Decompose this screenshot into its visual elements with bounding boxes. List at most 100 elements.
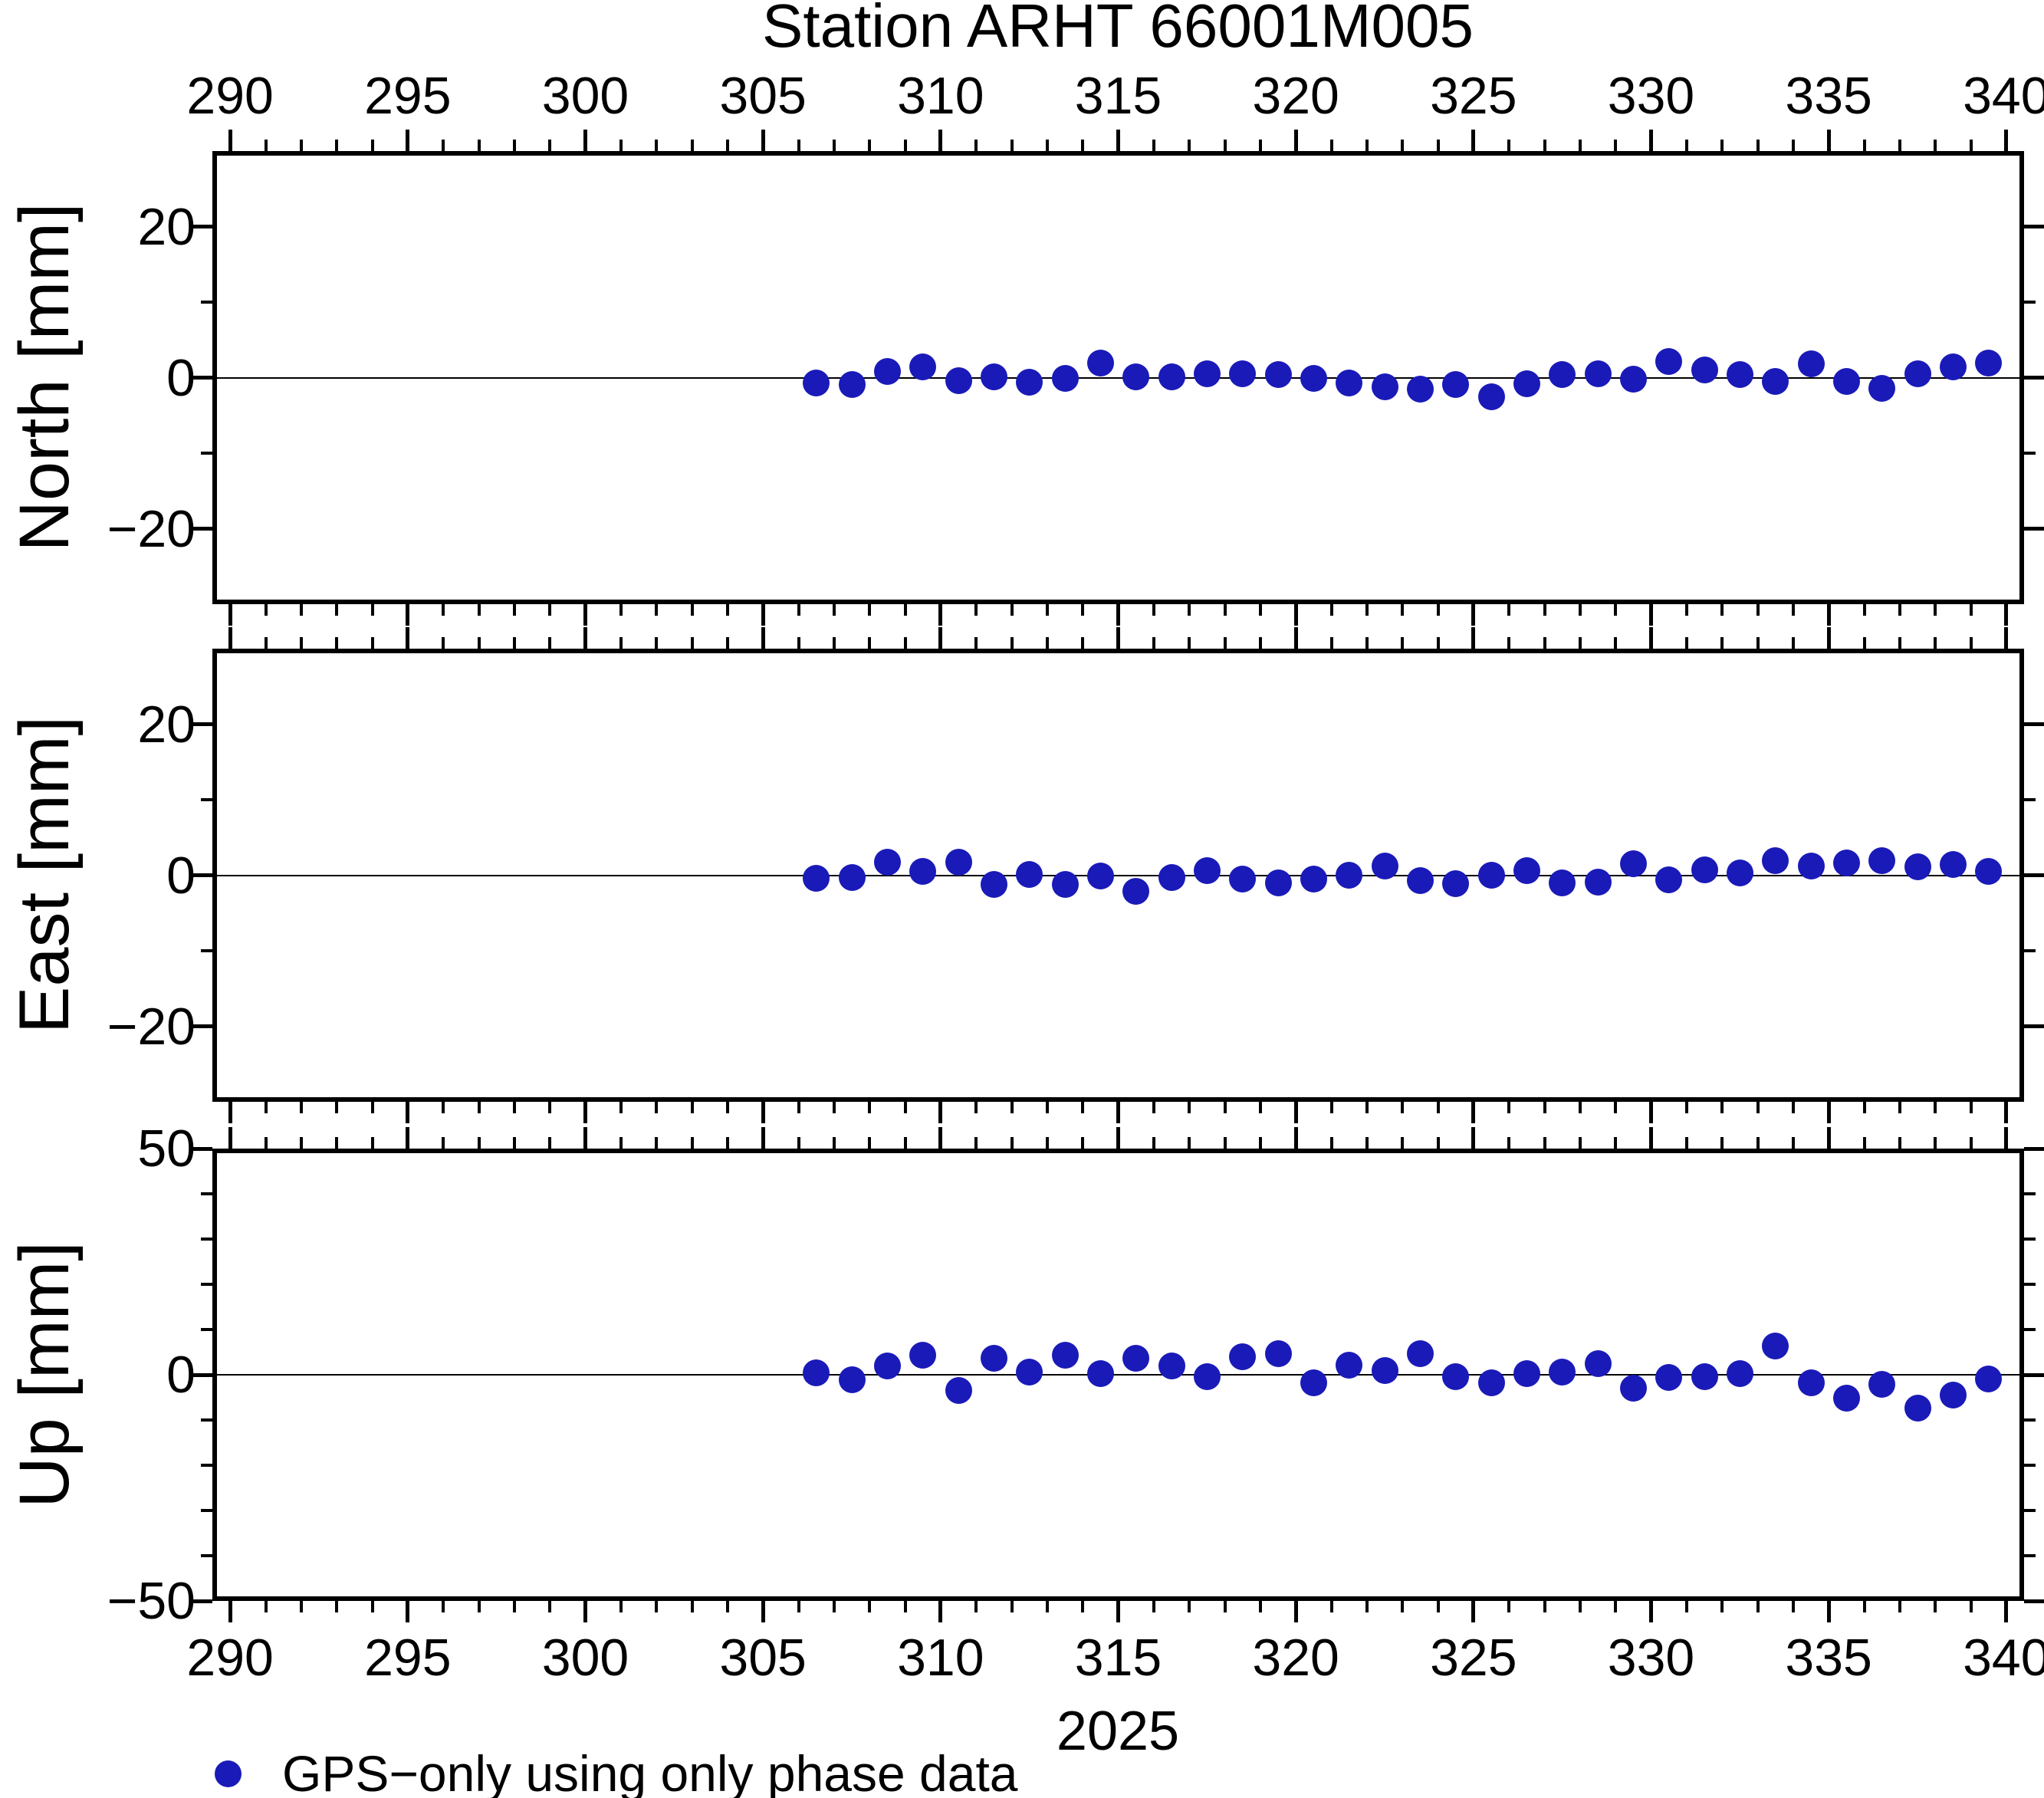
x-tick	[1578, 140, 1582, 151]
x-tick	[548, 1137, 552, 1149]
x-tick	[903, 604, 907, 616]
x-tick-label: 325	[1430, 67, 1517, 125]
x-tick	[1934, 1137, 1937, 1149]
x-tick	[1365, 1137, 1369, 1149]
x-tick	[228, 627, 232, 649]
x-tick	[1471, 1127, 1476, 1149]
x-tick-label: 290	[186, 67, 274, 125]
data-point	[1336, 369, 1363, 396]
x-tick	[548, 1601, 552, 1612]
x-tick	[1969, 604, 1973, 616]
y-tick	[201, 1464, 212, 1467]
x-tick	[868, 140, 872, 151]
data-point	[1193, 857, 1221, 885]
x-tick	[1045, 1601, 1049, 1612]
data-point	[1832, 367, 1860, 395]
x-tick	[1045, 140, 1049, 151]
x-tick-label: 300	[541, 1629, 629, 1687]
x-tick	[406, 1127, 410, 1149]
x-tick	[903, 1601, 907, 1612]
x-tick	[797, 1102, 800, 1113]
x-tick-label: 295	[364, 1629, 452, 1687]
x-tick	[725, 637, 729, 649]
x-tick	[2004, 130, 2009, 151]
x-tick	[1471, 1601, 1476, 1622]
y-tick	[191, 1146, 212, 1151]
data-point	[1619, 850, 1647, 878]
data-point	[1051, 1342, 1079, 1369]
x-tick	[1543, 1137, 1546, 1149]
data-point	[873, 1353, 901, 1380]
data-point	[1762, 367, 1789, 395]
x-tick	[1578, 1137, 1582, 1149]
x-tick	[1081, 140, 1085, 151]
y-tick-label: −50	[107, 1572, 196, 1630]
x-tick-label: 330	[1607, 67, 1695, 125]
x-tick	[1401, 140, 1405, 151]
x-tick	[655, 1601, 659, 1612]
x-tick	[1614, 604, 1618, 616]
x-tick	[406, 627, 410, 649]
x-tick	[725, 604, 729, 616]
x-tick	[512, 1102, 516, 1113]
data-point	[1158, 1353, 1185, 1380]
x-tick	[1543, 140, 1546, 151]
x-tick	[2004, 627, 2009, 649]
x-tick	[335, 140, 339, 151]
x-tick	[264, 140, 268, 151]
x-tick	[1543, 1601, 1546, 1612]
data-point	[1975, 1365, 2003, 1392]
x-tick	[583, 1601, 587, 1622]
x-tick-label: 310	[897, 1629, 984, 1687]
x-tick	[1365, 1601, 1369, 1612]
data-point	[1513, 1360, 1540, 1388]
data-point	[1406, 866, 1434, 894]
y-tick	[2024, 1418, 2036, 1422]
x-tick	[1081, 604, 1085, 616]
data-point	[1619, 1374, 1647, 1402]
y-tick-label: 20	[137, 197, 196, 256]
x-tick	[1365, 1102, 1369, 1113]
x-tick	[299, 1102, 303, 1113]
x-tick	[1720, 1601, 1724, 1612]
x-tick	[1471, 604, 1476, 626]
x-tick-label: 320	[1252, 67, 1339, 125]
x-tick	[335, 1137, 339, 1149]
y-tick	[201, 798, 212, 801]
x-tick	[1258, 1137, 1262, 1149]
x-tick	[1329, 637, 1333, 649]
x-tick	[1401, 604, 1405, 616]
data-point	[1229, 1343, 1257, 1371]
x-tick	[1720, 1102, 1724, 1113]
x-tick	[1543, 604, 1546, 616]
x-tick-label: 290	[186, 1629, 274, 1687]
data-point	[1513, 857, 1540, 885]
x-tick	[1188, 1102, 1191, 1113]
x-tick	[1791, 637, 1795, 649]
x-tick	[1969, 1601, 1973, 1612]
x-tick	[1188, 604, 1191, 616]
x-tick	[690, 1102, 694, 1113]
x-tick	[868, 604, 872, 616]
x-tick	[1258, 1102, 1262, 1113]
x-tick	[690, 604, 694, 616]
data-point	[1939, 851, 1967, 879]
x-tick	[583, 627, 587, 649]
data-point	[1868, 847, 1896, 875]
x-tick	[725, 1137, 729, 1149]
x-tick	[1684, 140, 1688, 151]
y-tick	[2024, 527, 2044, 531]
x-tick	[1258, 140, 1262, 151]
data-point	[1975, 858, 2003, 886]
x-tick	[1010, 1137, 1014, 1149]
x-tick	[1329, 1137, 1333, 1149]
x-tick	[548, 637, 552, 649]
x-tick	[1223, 1601, 1227, 1612]
x-tick	[1720, 604, 1724, 616]
x-tick	[1862, 1601, 1866, 1612]
x-tick	[1045, 637, 1049, 649]
data-point	[1762, 847, 1789, 875]
y-tick	[201, 949, 212, 952]
x-tick	[1578, 1102, 1582, 1113]
y-tick	[191, 1599, 212, 1603]
